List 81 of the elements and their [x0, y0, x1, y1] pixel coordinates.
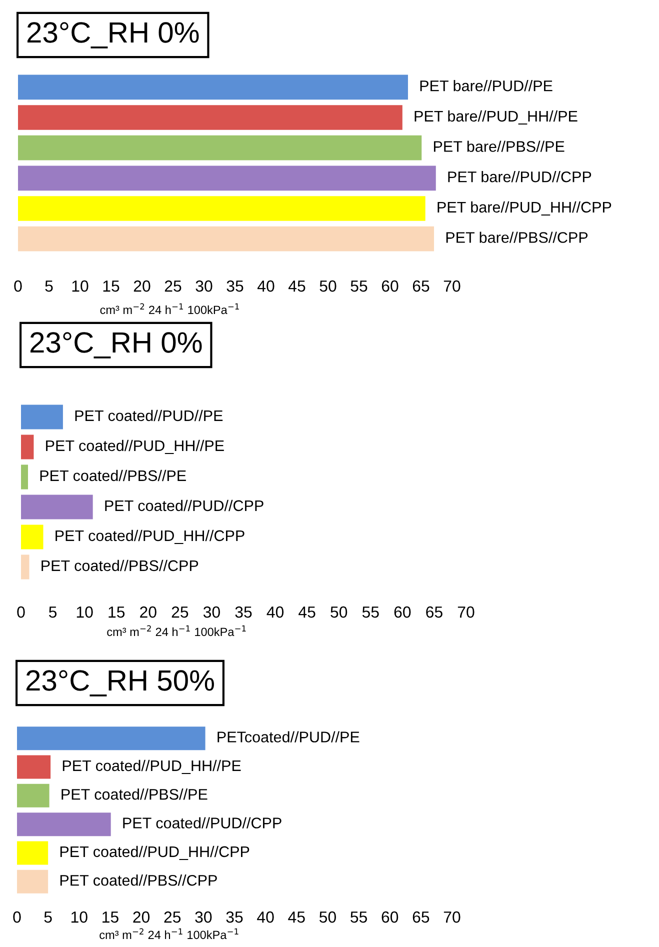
category-label: PET bare//PBS//CPP [446, 232, 588, 243]
category-label: PET coated//PUD_HH//CPP [60, 846, 250, 860]
category-label: PET coated//PUD_HH//PE [46, 440, 224, 454]
category-label: PET coated//PUD//CPP [105, 500, 264, 512]
x-tick-label: 40 [257, 911, 274, 923]
x-tick-label: 40 [257, 280, 274, 292]
x-tick-label: 50 [330, 606, 348, 618]
x-tick-label: 25 [172, 606, 188, 618]
bar [21, 494, 93, 520]
category-label: PET coated//PBS//CPP [42, 560, 198, 572]
category-label: PET coated//PUD_HH//CPP [56, 530, 244, 544]
bar [21, 554, 30, 580]
category-label: PET coated//PUD//CPP [123, 817, 282, 828]
bar [21, 524, 44, 550]
category-label: PET coated//PUD//PE [75, 410, 223, 422]
x-tick-label: 65 [426, 606, 442, 618]
x-tick-label: 45 [288, 912, 305, 923]
x-tick-label: 35 [226, 280, 244, 292]
x-tick-label: 30 [196, 280, 212, 292]
x-tick-label: 50 [320, 280, 336, 292]
x-tick-label: 0 [13, 911, 21, 923]
x-tick-label: 70 [458, 606, 474, 618]
x-tick-label: 45 [288, 280, 306, 292]
category-label: PET coated//PBS//PE [40, 470, 186, 482]
x-tick-label: 15 [102, 912, 118, 923]
bar [17, 812, 111, 836]
x-tick-label: 30 [195, 911, 212, 923]
x-tick-label: 25 [164, 280, 182, 292]
category-label: PETcoated//PUD//PE [218, 731, 360, 742]
category-label: PET bare//PUD//PE [420, 80, 552, 92]
x-tick-label: 35 [226, 911, 243, 923]
x-tick-label: 15 [108, 606, 125, 618]
bar [17, 841, 48, 865]
x-tick-label: 60 [382, 280, 398, 292]
x-tick-label: 55 [350, 912, 367, 923]
bar [21, 434, 34, 460]
x-tick-label: 60 [382, 911, 398, 923]
x-tick-label: 65 [412, 911, 430, 923]
x-tick-label: 0 [14, 280, 22, 292]
x-tick-label: 45 [298, 606, 316, 618]
x-tick-label: 5 [48, 606, 57, 618]
chart-title: 23°C_RH 0% [30, 332, 202, 358]
x-tick-label: 35 [235, 606, 252, 618]
x-axis-title: cm³ m$^{−2}$ 24 h$^{−1}$ 100kPa$^{−1}$ [100, 303, 239, 314]
x-tick-label: 60 [394, 606, 411, 618]
chart-title: 23°C_RH 0% [27, 22, 199, 48]
x-tick-label: 20 [134, 280, 150, 292]
x-tick-label: 15 [103, 280, 120, 292]
category-label: PET bare//PBS//PE [434, 140, 564, 152]
x-axis-title: cm³ m$^{−2}$ 24 h$^{−1}$ 100kPa$^{−1}$ [100, 928, 238, 940]
x-tick-label: 55 [350, 280, 368, 292]
bar [21, 404, 63, 430]
x-tick-label: 70 [444, 911, 460, 923]
x-tick-label: 50 [319, 911, 336, 923]
x-tick-label: 40 [266, 606, 284, 618]
x-tick-label: 65 [412, 280, 430, 292]
x-tick-label: 5 [44, 912, 52, 923]
x-tick-label: 25 [164, 911, 181, 923]
bar [17, 784, 50, 808]
category-label: PET coated//PBS//CPP [60, 874, 217, 886]
category-label: PET coated//PBS//PE [62, 788, 208, 800]
category-label: PET bare//PUD//CPP [448, 171, 592, 182]
x-tick-label: 30 [203, 606, 220, 618]
x-tick-label: 20 [133, 911, 150, 923]
x-tick-label: 70 [444, 280, 460, 292]
category-label: PET bare//PUD_HH//PE [414, 110, 578, 124]
x-axis-title: cm³ m$^{−2}$ 24 h$^{−1}$ 100kPa$^{−1}$ [107, 625, 246, 636]
bar [21, 464, 28, 490]
x-tick-label: 10 [71, 911, 88, 923]
chart-title: 23°C_RH 50% [26, 670, 214, 696]
category-label: PET bare//PUD_HH//CPP [438, 201, 612, 216]
x-tick-label: 20 [140, 606, 156, 618]
x-tick-label: 10 [72, 280, 88, 292]
bar [17, 870, 48, 894]
x-tick-label: 55 [362, 606, 379, 618]
x-tick-label: 5 [45, 280, 53, 292]
bar [17, 726, 206, 750]
x-tick-label: 0 [17, 606, 25, 618]
category-label: PET coated//PUD_HH//PE [62, 760, 241, 774]
bar [17, 755, 51, 779]
x-tick-label: 10 [76, 606, 93, 618]
